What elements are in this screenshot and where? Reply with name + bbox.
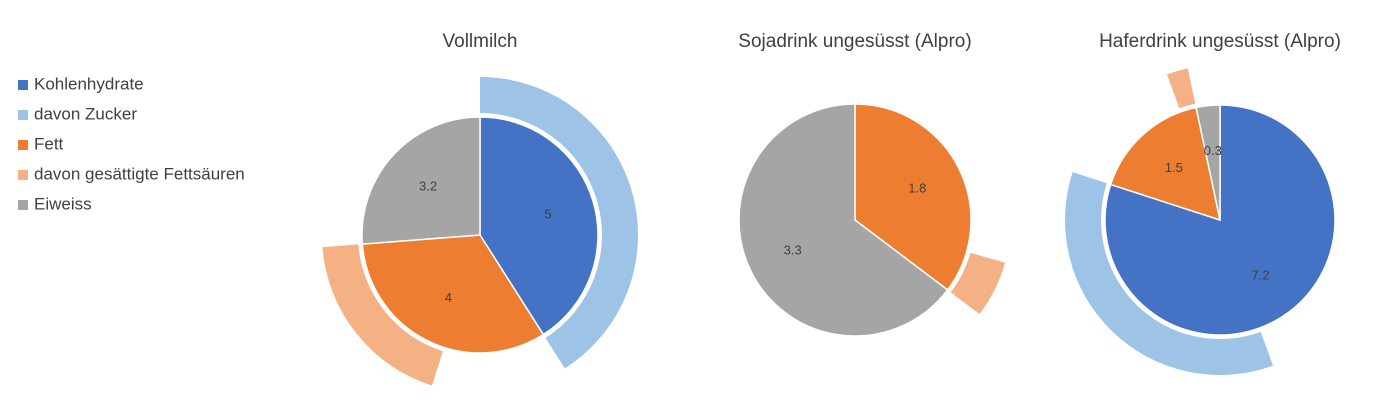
- pie-title: Haferdrink ungesüsst (Alpro): [1099, 31, 1341, 52]
- data-label: 4: [445, 290, 452, 305]
- pie-slice: [1109, 106, 1222, 222]
- legend-swatch: [18, 80, 28, 90]
- data-label: 1.5: [1165, 160, 1183, 175]
- pie-slice: [1104, 104, 1336, 336]
- legend-swatch: [18, 170, 28, 180]
- legend-swatch: [18, 110, 28, 120]
- pie-slice: [854, 103, 972, 291]
- data-label: 7.2: [1252, 267, 1270, 282]
- pie-slice: [1195, 104, 1221, 221]
- legend-label: davon gesättigte Fettsäuren: [34, 164, 245, 183]
- ring-segment: [1166, 68, 1196, 109]
- legend-label: Kohlenhydrate: [34, 74, 144, 93]
- pie-title: Vollmilch: [443, 31, 518, 52]
- pie-slice: [361, 234, 545, 354]
- data-label: 3.2: [419, 178, 437, 193]
- legend-label: Eiweiss: [34, 194, 92, 213]
- ring-segment: [322, 244, 443, 386]
- data-label: 0.3: [1204, 143, 1222, 158]
- data-label: 3.3: [784, 242, 802, 257]
- pie-title: Sojadrink ungesüsst (Alpro): [738, 31, 971, 52]
- data-label: 1.8: [908, 180, 926, 195]
- pie-slice: [738, 103, 949, 337]
- pie-slice: [361, 116, 481, 245]
- ring-segment: [950, 252, 1006, 315]
- legend-label: davon Zucker: [34, 104, 137, 123]
- legend-swatch: [18, 140, 28, 150]
- legend-swatch: [18, 200, 28, 210]
- ring-segment: [480, 77, 638, 369]
- data-label: 5: [544, 207, 551, 222]
- ring-segment: [1065, 172, 1274, 375]
- legend-label: Fett: [34, 134, 64, 153]
